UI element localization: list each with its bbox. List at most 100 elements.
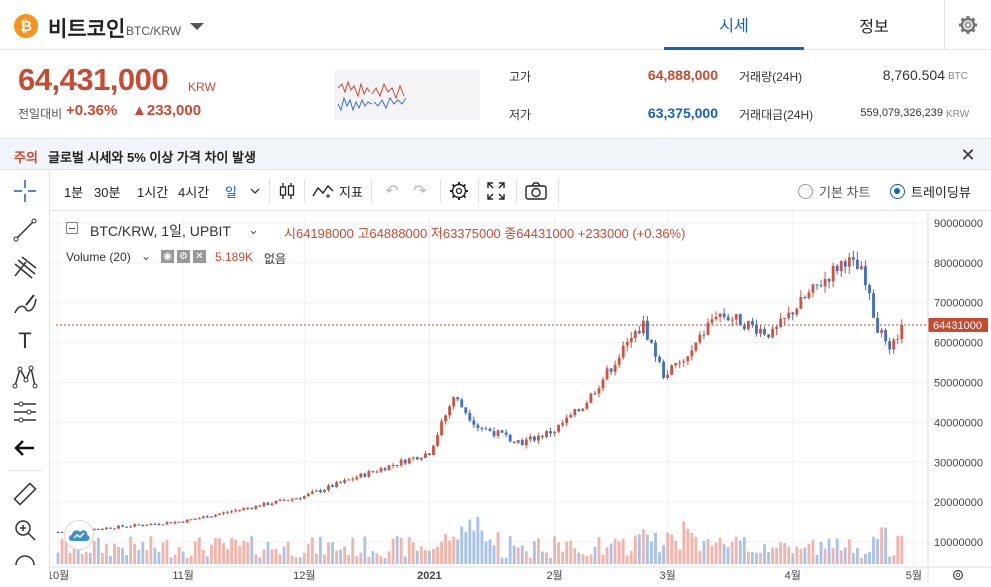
candle (795, 308, 799, 315)
volume-bar (597, 537, 601, 564)
candle (553, 431, 556, 434)
indicator-label[interactable]: 지표 (339, 184, 363, 200)
volume-bar (121, 548, 125, 564)
candle (609, 368, 613, 372)
volume-unit: BTC (948, 71, 968, 82)
candle (294, 498, 298, 500)
candle (593, 393, 597, 395)
tradingview-option[interactable]: 트레이딩뷰 (890, 171, 971, 211)
volume-remove-icon[interactable]: ✕ (193, 250, 206, 263)
volume-bar (266, 541, 270, 564)
volume-bar (601, 554, 605, 564)
coin-dropdown-icon[interactable] (190, 23, 204, 30)
candle (851, 257, 855, 260)
fullscreen-icon[interactable] (485, 171, 507, 211)
candle (532, 436, 536, 441)
candle (884, 330, 888, 342)
volume-bar (807, 543, 811, 564)
interval-1h[interactable]: 1시간 (137, 184, 169, 200)
volume-bar (706, 539, 710, 564)
volume-bar (621, 538, 625, 564)
coin-name[interactable]: 비트코인 (48, 18, 126, 41)
candle (763, 328, 766, 335)
candle (407, 458, 411, 464)
magnet-icon[interactable] (8, 545, 42, 565)
candle (750, 321, 754, 325)
candle (258, 505, 262, 507)
volume-bar (557, 542, 561, 564)
undo-icon[interactable]: ↶ (385, 183, 399, 200)
volume-bar (137, 550, 141, 564)
candle (791, 312, 795, 315)
interval-4h[interactable]: 4시간 (178, 184, 210, 200)
chart-settings-icon[interactable] (448, 171, 470, 211)
settings-gear-icon[interactable] (944, 0, 991, 50)
interval-dropdown-icon[interactable] (248, 171, 262, 211)
candle (129, 526, 133, 528)
volume-settings-icon[interactable]: ⚙ (177, 250, 190, 263)
candle (641, 320, 645, 334)
candle (646, 320, 649, 340)
basic-chart-radio[interactable] (798, 183, 813, 199)
candle (363, 473, 367, 477)
camera-icon[interactable] (524, 171, 548, 211)
zoom-in-icon[interactable] (8, 513, 42, 547)
candle (222, 512, 225, 514)
volume-bar (730, 541, 734, 564)
redo-icon[interactable]: ↷ (413, 183, 427, 200)
brush-icon[interactable] (8, 287, 42, 321)
pattern-icon[interactable] (8, 360, 42, 394)
candle (577, 409, 581, 411)
candle (157, 523, 161, 525)
tab-price[interactable]: 시세 (664, 0, 804, 50)
trendline-icon[interactable] (8, 213, 42, 247)
pitchfork-icon[interactable] (8, 250, 42, 284)
axis-settings-icon[interactable] (946, 568, 970, 582)
interval-30m[interactable]: 30분 (94, 184, 121, 200)
candle (205, 516, 209, 518)
candle (855, 259, 859, 270)
volume-legend[interactable]: Volume (20) (66, 250, 131, 264)
indicator-icon[interactable] (312, 171, 334, 211)
price-chart[interactable]: 90000000 80000000 70000000 60000000 50000000… (47, 212, 991, 582)
volume-bar (306, 544, 310, 564)
eye-icon[interactable]: ◉ (161, 250, 174, 263)
candle (149, 523, 153, 526)
volume-bar (843, 547, 847, 564)
candle (331, 485, 334, 488)
candle-type-icon[interactable] (276, 171, 298, 211)
chart-title[interactable]: BTC/KRW, 1일, UPBIT (90, 223, 231, 239)
candle (601, 379, 605, 389)
candle (266, 502, 270, 505)
coin-pair[interactable]: BTC/KRW (126, 24, 182, 38)
candle (726, 316, 730, 321)
amount-label: 거래대금(24H) (739, 108, 814, 122)
volume-bar (767, 552, 770, 564)
chart-title-dropdown-icon[interactable]: ⌄ (248, 222, 259, 237)
volume-bar (343, 546, 347, 564)
crosshair-icon[interactable] (8, 174, 42, 208)
interval-day[interactable]: 일 (225, 184, 237, 200)
candle (516, 440, 520, 443)
fib-icon[interactable] (8, 395, 42, 429)
candle (755, 324, 758, 334)
candle (210, 516, 213, 518)
collapse-legend-icon[interactable] (66, 222, 78, 234)
close-icon[interactable]: ✕ (960, 144, 976, 165)
volume-bar (694, 536, 698, 564)
basic-chart-option[interactable]: 기본 차트 (798, 171, 870, 211)
price-chart-area[interactable]: 90000000 80000000 70000000 60000000 50000000… (47, 212, 991, 582)
candle (835, 265, 839, 272)
text-icon[interactable]: T (18, 328, 32, 353)
tab-info[interactable]: 정보 (859, 19, 889, 36)
volume-value: 5.189K (215, 250, 254, 264)
volume-dropdown-icon[interactable]: ⌄ (141, 249, 152, 263)
ruler-icon[interactable] (8, 477, 42, 511)
back-arrow-icon[interactable] (8, 431, 42, 465)
tradingview-radio[interactable] (890, 183, 905, 199)
volume-bar (169, 557, 173, 564)
interval-1m[interactable]: 1분 (64, 184, 84, 200)
volume-bar (605, 547, 609, 564)
volume-bar (407, 537, 411, 564)
volume-bar (149, 536, 153, 564)
